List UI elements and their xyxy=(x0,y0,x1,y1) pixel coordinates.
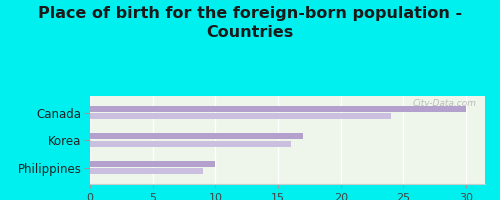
Bar xyxy=(90,106,466,112)
Bar xyxy=(90,133,303,139)
Text: Place of birth for the foreign-born population -
Countries: Place of birth for the foreign-born popu… xyxy=(38,6,462,40)
Text: City-Data.com: City-Data.com xyxy=(413,99,477,108)
Bar xyxy=(90,161,216,167)
Bar xyxy=(90,168,203,174)
Bar xyxy=(90,113,391,119)
Bar xyxy=(90,141,290,147)
